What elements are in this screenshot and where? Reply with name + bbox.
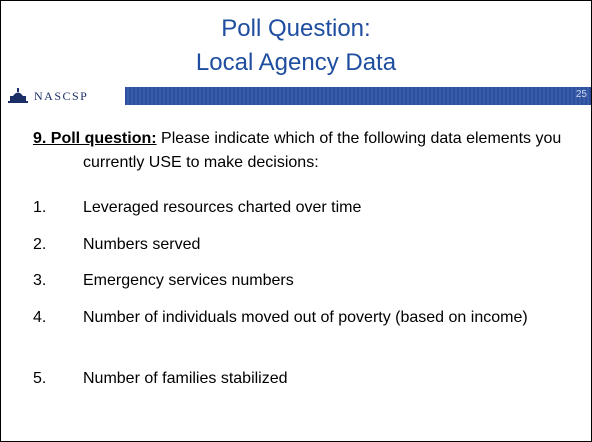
item-text: Leveraged resources charted over time bbox=[83, 199, 362, 216]
title-line: Poll Question: bbox=[221, 15, 371, 42]
list-item: 4. Number of individuals moved out of pov… bbox=[33, 306, 573, 330]
item-text: Number of individuals moved out of pover… bbox=[83, 309, 528, 326]
title-line: Local Agency Data bbox=[195, 49, 397, 76]
list-item: 5. Number of families stabilized bbox=[33, 367, 573, 391]
logo-icon bbox=[8, 88, 28, 103]
logo: NASCSP bbox=[7, 87, 88, 105]
item-number: 3. bbox=[33, 272, 47, 289]
list-item: 2. Numbers served bbox=[33, 233, 573, 257]
item-text: Emergency services numbers bbox=[83, 272, 294, 289]
question-label: 9. Poll question: bbox=[33, 130, 157, 147]
slide-number: 25 bbox=[575, 89, 587, 100]
item-number: 1. bbox=[33, 199, 47, 216]
list-item: 1. Leveraged resources charted over time bbox=[33, 196, 573, 220]
item-number: 2. bbox=[33, 236, 47, 253]
question: 9. Poll question: Please indicate which … bbox=[33, 127, 591, 175]
list-item: 3. Emergency services numbers bbox=[33, 269, 573, 293]
logo-text: NASCSP bbox=[34, 88, 89, 103]
question-text: Please indicate which of the following d… bbox=[83, 130, 562, 171]
item-text: Numbers served bbox=[83, 236, 201, 253]
item-number: 5. bbox=[33, 370, 47, 387]
item-text: Number of families stabilized bbox=[83, 370, 288, 387]
header-bar: 25 bbox=[125, 87, 591, 105]
item-number: 4. bbox=[33, 309, 47, 326]
